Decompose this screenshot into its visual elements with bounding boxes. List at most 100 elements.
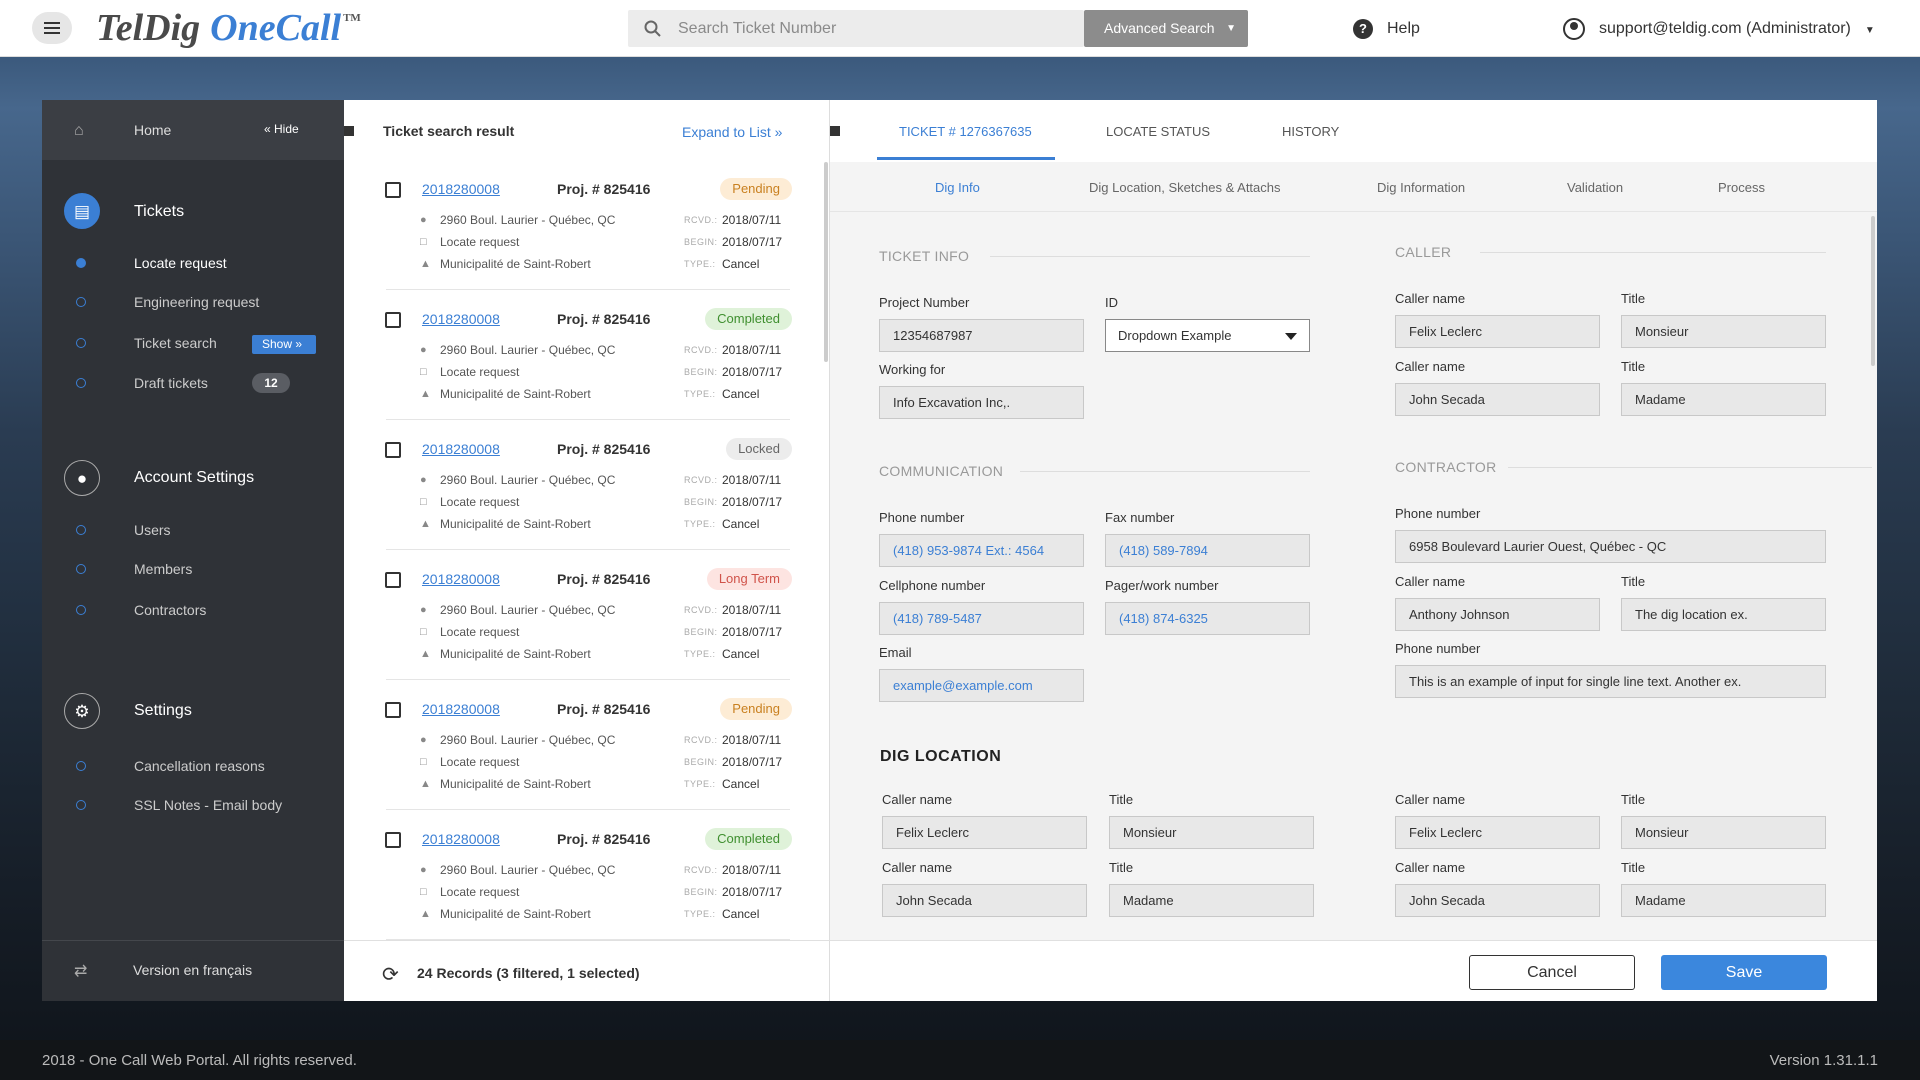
ticket-list-item[interactable]: 2018280008 Proj. # 825416 Locked ● 2960 Boul… bbox=[344, 420, 830, 550]
save-button[interactable]: Save bbox=[1661, 955, 1827, 990]
caller-name-field[interactable]: Felix Leclerc bbox=[1395, 315, 1600, 348]
ticket-number-link[interactable]: 2018280008 bbox=[422, 181, 500, 197]
cellphone-field[interactable]: (418) 789-5487 bbox=[879, 602, 1084, 635]
ticket-number-link[interactable]: 2018280008 bbox=[422, 311, 500, 327]
caret-down-icon: ▼ bbox=[1226, 23, 1236, 34]
id-dropdown[interactable]: Dropdown Example bbox=[1105, 319, 1310, 352]
ticket-list-item[interactable]: 2018280008 Proj. # 825416 Pending ● 2960 Bou… bbox=[344, 160, 830, 290]
help-icon: ? bbox=[1353, 18, 1373, 39]
dig-caller-name-field[interactable]: Felix Leclerc bbox=[1395, 816, 1600, 849]
copyright-text: 2018 - One Call Web Portal. All rights r… bbox=[42, 1052, 357, 1069]
advanced-search-button[interactable]: Advanced Search ▼ bbox=[1084, 10, 1248, 47]
subtab-dig-location[interactable]: Dig Location, Sketches & Attachs bbox=[1089, 180, 1281, 195]
sidebar-item-locate-request[interactable]: Locate request bbox=[42, 249, 344, 277]
dig-title-field[interactable]: Monsieur bbox=[1621, 816, 1826, 849]
list-scrollbar[interactable] bbox=[824, 162, 828, 362]
home-icon[interactable]: ⌂ bbox=[74, 122, 84, 139]
sidebar-section-tickets[interactable]: Tickets bbox=[134, 203, 185, 220]
fax-field[interactable]: (418) 589-7894 bbox=[1105, 534, 1310, 567]
ticket-list-item[interactable]: 2018280008 Proj. # 825416 Long Term ● 2960 B… bbox=[344, 550, 830, 680]
ticket-number-link[interactable]: 2018280008 bbox=[422, 441, 500, 457]
caret-down-icon bbox=[1285, 333, 1297, 340]
contractor-name-field[interactable]: Anthony Johnson bbox=[1395, 598, 1600, 631]
divider bbox=[1020, 471, 1310, 472]
sidebar-item-draft-tickets[interactable]: Draft tickets 12 bbox=[42, 369, 344, 397]
tab-locate-status[interactable]: LOCATE STATUS bbox=[1106, 124, 1211, 139]
sidebar-item-users[interactable]: Users bbox=[42, 516, 344, 544]
hamburger-menu-button[interactable] bbox=[32, 12, 72, 44]
begin-key: BEGIN: bbox=[684, 887, 718, 897]
type-key: TYPE.: bbox=[684, 259, 716, 269]
form-scrollbar[interactable] bbox=[1871, 216, 1875, 366]
begin-key: BEGIN: bbox=[684, 367, 718, 377]
pager-field[interactable]: (418) 874-6325 bbox=[1105, 602, 1310, 635]
cancel-button[interactable]: Cancel bbox=[1469, 955, 1635, 990]
language-switch[interactable]: ⇄ Version en français bbox=[42, 940, 344, 1001]
hide-sidebar-button[interactable]: « Hide bbox=[264, 122, 299, 136]
tab-ticket-number[interactable]: TICKET # 1276367635 bbox=[899, 124, 1032, 139]
ticket-checkbox[interactable] bbox=[385, 702, 401, 718]
caller-title-field[interactable]: Monsieur bbox=[1621, 315, 1826, 348]
project-number: Proj. # 825416 bbox=[557, 181, 651, 197]
project-number-field[interactable]: 12354687987 bbox=[879, 319, 1084, 352]
dig-title-label: Title bbox=[1621, 860, 1646, 875]
search-input[interactable] bbox=[678, 10, 1078, 47]
contractor-phone-field[interactable]: 6958 Boulevard Laurier Ouest, Québec - Q… bbox=[1395, 530, 1826, 563]
list-footer: ⟳ 24 Records (3 filtered, 1 selected) bbox=[344, 940, 830, 1001]
rcvd-key: RCVD.: bbox=[684, 605, 718, 615]
home-link[interactable]: Home bbox=[134, 122, 172, 138]
working-for-field[interactable]: Info Excavation Inc,. bbox=[879, 386, 1084, 419]
ticket-checkbox[interactable] bbox=[385, 832, 401, 848]
project-number: Proj. # 825416 bbox=[557, 571, 651, 587]
caller-name-field[interactable]: John Secada bbox=[1395, 383, 1600, 416]
ticket-checkbox[interactable] bbox=[385, 182, 401, 198]
ticket-list-item[interactable]: 2018280008 Proj. # 825416 Completed ● 2960 B… bbox=[344, 810, 830, 940]
contractor-text-field[interactable]: This is an example of input for single l… bbox=[1395, 665, 1826, 698]
begin-key: BEGIN: bbox=[684, 627, 718, 637]
ticket-list-item[interactable]: 2018280008 Proj. # 825416 Pending ● 2960 Bou… bbox=[344, 680, 830, 810]
tab-history[interactable]: HISTORY bbox=[1282, 124, 1340, 139]
divider bbox=[386, 939, 790, 940]
ticket-type: Cancel bbox=[722, 777, 760, 791]
sidebar-section-settings[interactable]: Settings bbox=[134, 702, 192, 719]
ticket-checkbox[interactable] bbox=[385, 572, 401, 588]
dig-title-field[interactable]: Madame bbox=[1621, 884, 1826, 917]
refresh-icon[interactable]: ⟳ bbox=[382, 964, 399, 986]
ticket-municipality: Municipalité de Saint-Robert bbox=[440, 777, 591, 791]
ticket-checkbox[interactable] bbox=[385, 312, 401, 328]
caller-title-field[interactable]: Madame bbox=[1621, 383, 1826, 416]
contractor-title-field[interactable]: The dig location ex. bbox=[1621, 598, 1826, 631]
divider bbox=[1508, 467, 1872, 468]
dig-title-field[interactable]: Madame bbox=[1109, 884, 1314, 917]
ticket-list-item[interactable]: 2018280008 Proj. # 825416 Completed ● 2960 B… bbox=[344, 290, 830, 420]
show-button[interactable]: Show » bbox=[252, 335, 316, 354]
dig-caller-name-field[interactable]: John Secada bbox=[1395, 884, 1600, 917]
subtab-process[interactable]: Process bbox=[1718, 180, 1765, 195]
ticket-number-link[interactable]: 2018280008 bbox=[422, 701, 500, 717]
app-logo: TelDig OneCall TM bbox=[96, 7, 361, 49]
dig-title-field[interactable]: Monsieur bbox=[1109, 816, 1314, 849]
sidebar-item-ticket-search[interactable]: Ticket search Show » bbox=[42, 329, 344, 357]
bullet-icon bbox=[76, 297, 86, 307]
sidebar-item-members[interactable]: Members bbox=[42, 555, 344, 583]
sidebar-item-ssl-notes[interactable]: SSL Notes - Email body bbox=[42, 791, 344, 819]
dig-caller-name-field[interactable]: Felix Leclerc bbox=[882, 816, 1087, 849]
ticket-number-link[interactable]: 2018280008 bbox=[422, 831, 500, 847]
user-menu[interactable]: support@teldig.com (Administrator) ▼ bbox=[1563, 17, 1875, 41]
ticket-checkbox[interactable] bbox=[385, 442, 401, 458]
ticket-number-link[interactable]: 2018280008 bbox=[422, 571, 500, 587]
sidebar-item-engineering-request[interactable]: Engineering request bbox=[42, 288, 344, 316]
help-link[interactable]: ? Help bbox=[1353, 17, 1420, 41]
subtab-validation[interactable]: Validation bbox=[1567, 180, 1624, 195]
sidebar-item-contractors[interactable]: Contractors bbox=[42, 596, 344, 624]
phone-field[interactable]: (418) 953-9874 Ext.: 4564 bbox=[879, 534, 1084, 567]
sidebar-item-cancellation-reasons[interactable]: Cancellation reasons bbox=[42, 752, 344, 780]
subtab-dig-information[interactable]: Dig Information bbox=[1377, 180, 1466, 195]
email-field[interactable]: example@example.com bbox=[879, 669, 1084, 702]
dig-caller-name-field[interactable]: John Secada bbox=[882, 884, 1087, 917]
subtab-dig-info[interactable]: Dig Info bbox=[935, 180, 980, 195]
sidebar-section-account-settings[interactable]: Account Settings bbox=[134, 469, 255, 486]
rcvd-key: RCVD.: bbox=[684, 735, 718, 745]
dig-caller-name-label: Caller name bbox=[882, 860, 953, 875]
expand-to-list-link[interactable]: Expand to List » bbox=[682, 124, 783, 140]
